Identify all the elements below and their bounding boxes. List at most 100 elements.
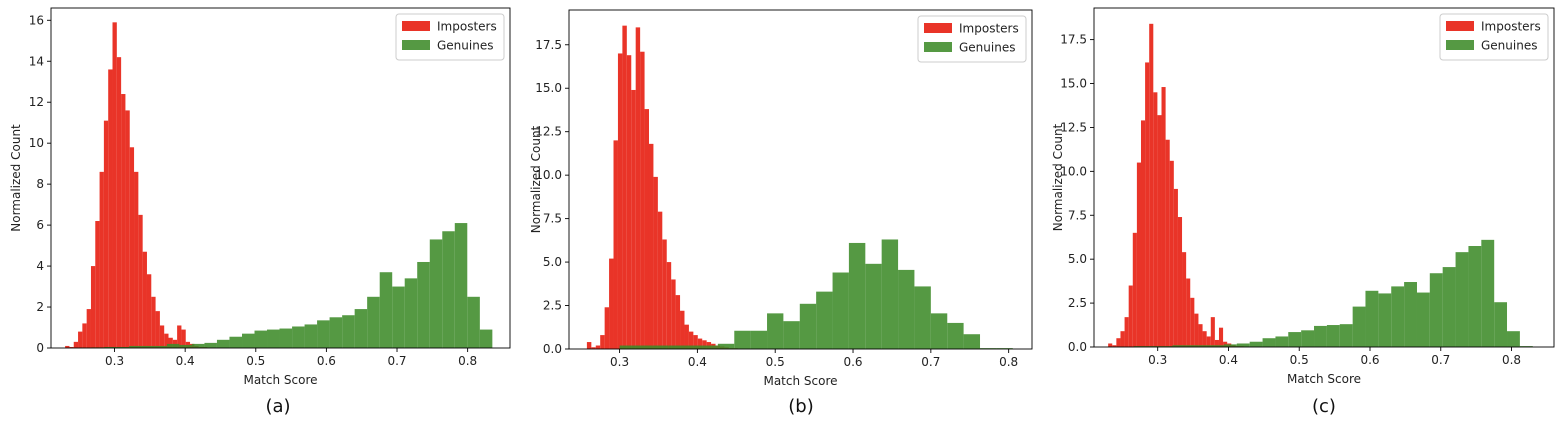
genuines-bar xyxy=(429,239,443,348)
y-tick-label: 7.5 xyxy=(543,212,562,226)
genuines-bar xyxy=(342,315,355,348)
imposters-bar xyxy=(1108,343,1113,347)
genuines-bar xyxy=(367,296,380,348)
imposters-bar xyxy=(1202,331,1207,347)
imposters-bar xyxy=(116,57,122,348)
x-tick-label: 0.6 xyxy=(1360,353,1379,367)
genuines-bar xyxy=(204,342,217,348)
imposters-bar xyxy=(657,211,663,349)
genuines-bar xyxy=(1314,325,1327,347)
genuines-bar xyxy=(454,223,468,348)
genuines-bar xyxy=(242,333,255,348)
genuines-bar xyxy=(930,313,948,349)
x-tick-label: 0.4 xyxy=(176,354,195,368)
chart-panel-a: 0.3 0.4 0.5 0.6 0.7 0.8 0 2 4 6 8 10 12 14 16 Match Sco… xyxy=(0,0,520,428)
genuines-bar xyxy=(1172,345,1186,347)
imposters-bar xyxy=(129,147,135,348)
imposters-bar xyxy=(600,335,605,349)
y-tick-label: 14 xyxy=(29,54,44,68)
y-tick-label: 2.5 xyxy=(1068,296,1087,310)
caption-a: (a) xyxy=(265,396,291,417)
imposters-bar xyxy=(595,345,601,349)
x-tick-label: 0.6 xyxy=(317,354,336,368)
genuines-bar xyxy=(292,326,305,348)
imposters-bar xyxy=(78,331,83,348)
y-tick-label: 5.0 xyxy=(1068,252,1087,266)
legend-label-imposters: Imposters xyxy=(959,22,1019,36)
imposters-bar xyxy=(1128,285,1133,347)
series-genuines xyxy=(1108,239,1533,347)
imposters-bar xyxy=(1124,317,1129,347)
legend: Imposters Genuines xyxy=(1439,13,1549,61)
y-tick-label: 12.5 xyxy=(1060,120,1087,134)
legend-swatch-imposters xyxy=(1446,21,1474,31)
genuines-bar xyxy=(1352,306,1366,347)
imposters-bar xyxy=(1223,341,1228,347)
imposters-bar xyxy=(1194,313,1199,347)
y-tick-label: 17.5 xyxy=(535,38,562,52)
imposters-bar xyxy=(155,311,160,348)
imposters-bar xyxy=(635,27,641,349)
x-tick-label: 0.5 xyxy=(1290,353,1309,367)
genuines-bar xyxy=(229,336,243,348)
legend-label-imposters: Imposters xyxy=(1481,20,1541,34)
imposters-bar xyxy=(86,309,91,348)
genuines-bar xyxy=(392,286,405,348)
genuines-bar xyxy=(329,317,343,348)
genuines-bar xyxy=(1507,331,1520,347)
imposters-bar xyxy=(151,296,156,348)
genuines-bar xyxy=(404,278,418,348)
imposters-bar xyxy=(675,295,681,349)
imposters-bar xyxy=(121,94,126,349)
x-tick-label: 0.3 xyxy=(1148,353,1167,367)
imposters-bar xyxy=(1218,327,1224,347)
x-tick-label: 0.5 xyxy=(766,355,785,369)
genuines-bar xyxy=(734,330,751,349)
genuines-bar xyxy=(767,313,784,349)
genuines-bar xyxy=(116,346,130,348)
imposters-bar xyxy=(1132,232,1137,347)
genuines-bar xyxy=(1365,290,1379,347)
x-tick-label: 0.3 xyxy=(610,355,629,369)
axes-frame xyxy=(50,7,511,349)
imposters-bar xyxy=(134,171,139,348)
legend-swatch-genuines xyxy=(402,40,430,50)
genuines-bar xyxy=(442,231,455,348)
genuines-bar xyxy=(1223,344,1237,347)
y-tick-label: 12 xyxy=(29,95,44,109)
imposters-bar xyxy=(1198,324,1203,347)
genuines-bar xyxy=(104,346,117,348)
imposters-bar xyxy=(680,310,685,349)
imposters-bar xyxy=(1120,331,1125,347)
chart-panel-b: 0.3 0.4 0.5 0.6 0.7 0.8 0.0 2.5 5.0 7.5 10.0 12.5 15… xyxy=(520,0,1042,428)
imposters-bar xyxy=(142,251,147,348)
genuines-bar xyxy=(1391,286,1405,347)
genuines-bar xyxy=(914,286,931,349)
genuines-bar xyxy=(1404,282,1417,347)
genuines-bar xyxy=(1288,332,1302,347)
y-tick-label: 6 xyxy=(36,218,44,232)
genuines-bar xyxy=(799,303,817,349)
imposters-bar xyxy=(125,110,130,348)
imposters-bar xyxy=(702,340,707,349)
y-tick-label: 2.5 xyxy=(543,299,562,313)
imposters-bar xyxy=(1165,139,1170,347)
imposters-bar xyxy=(1145,62,1150,347)
imposters-bar xyxy=(644,109,649,349)
genuines-bar xyxy=(1236,343,1250,347)
genuines-bar xyxy=(1481,239,1495,347)
imposters-bar xyxy=(626,55,632,349)
series-imposters xyxy=(586,25,738,350)
imposters-bar xyxy=(1157,115,1162,348)
genuines-bar xyxy=(1198,345,1212,347)
imposters-bar xyxy=(164,333,169,348)
x-tick-label: 0.3 xyxy=(105,354,124,368)
legend-swatch-imposters xyxy=(924,23,952,33)
histogram-c: 0.3 0.4 0.5 0.6 0.7 0.8 0.0 2.5 5.0 7.5 10.0 12.5 15… xyxy=(1051,7,1555,386)
legend: Imposters Genuines xyxy=(917,15,1027,63)
genuines-bar xyxy=(317,320,330,348)
histogram-a: 0.3 0.4 0.5 0.6 0.7 0.8 0 2 4 6 8 10 12 14 16 Match Sco… xyxy=(9,7,511,387)
y-tick-label: 12.5 xyxy=(535,125,562,139)
imposters-bar xyxy=(622,25,627,350)
legend-label-imposters: Imposters xyxy=(437,20,497,34)
